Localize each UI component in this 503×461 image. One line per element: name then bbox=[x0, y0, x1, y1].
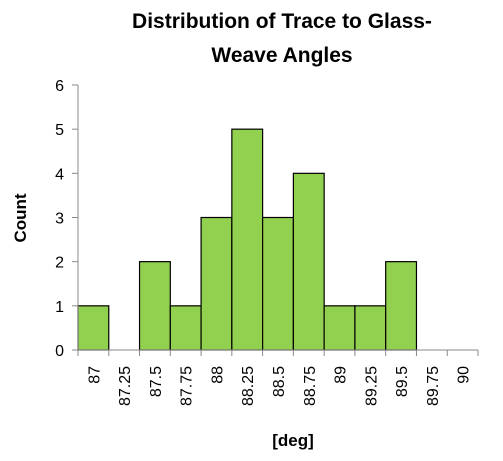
x-tick-label: 87.5 bbox=[148, 366, 165, 397]
x-tick-label: 87.25 bbox=[117, 366, 134, 406]
bar bbox=[231, 128, 264, 351]
y-tick-label: 5 bbox=[55, 122, 64, 139]
bar bbox=[138, 261, 171, 351]
bar bbox=[323, 305, 356, 351]
bar bbox=[77, 305, 110, 351]
x-tick-label: 89.5 bbox=[394, 366, 411, 397]
x-tick-label: 88.75 bbox=[302, 366, 319, 406]
y-tick-label: 0 bbox=[55, 343, 64, 360]
bar bbox=[354, 305, 387, 351]
x-tick-label: 89 bbox=[333, 366, 350, 384]
x-tick-label: 87.75 bbox=[179, 366, 196, 406]
x-tick-label: 90 bbox=[456, 366, 473, 384]
chart-title: Distribution of Trace to Glass- bbox=[132, 10, 432, 33]
x-tick-label: 89.75 bbox=[425, 366, 442, 406]
bar bbox=[262, 216, 294, 351]
x-tick-label: 89.25 bbox=[363, 366, 380, 406]
chart-title: Weave Angles bbox=[211, 44, 352, 67]
y-tick-label: 6 bbox=[55, 78, 64, 95]
x-tick-label: 87 bbox=[86, 366, 103, 384]
y-tick-label: 4 bbox=[55, 166, 64, 183]
x-tick-label: 88.25 bbox=[240, 366, 257, 406]
bar bbox=[169, 305, 202, 351]
bar bbox=[292, 172, 325, 351]
bar bbox=[385, 261, 418, 351]
x-tick-label: 88 bbox=[209, 366, 226, 384]
y-tick-label: 1 bbox=[55, 299, 64, 316]
x-axis-title: [deg] bbox=[272, 431, 314, 450]
bar bbox=[200, 216, 233, 351]
y-tick-label: 3 bbox=[55, 211, 64, 228]
y-tick-label: 2 bbox=[55, 255, 64, 272]
x-tick-label: 88.5 bbox=[271, 366, 288, 397]
y-axis-title: Count bbox=[11, 193, 30, 242]
